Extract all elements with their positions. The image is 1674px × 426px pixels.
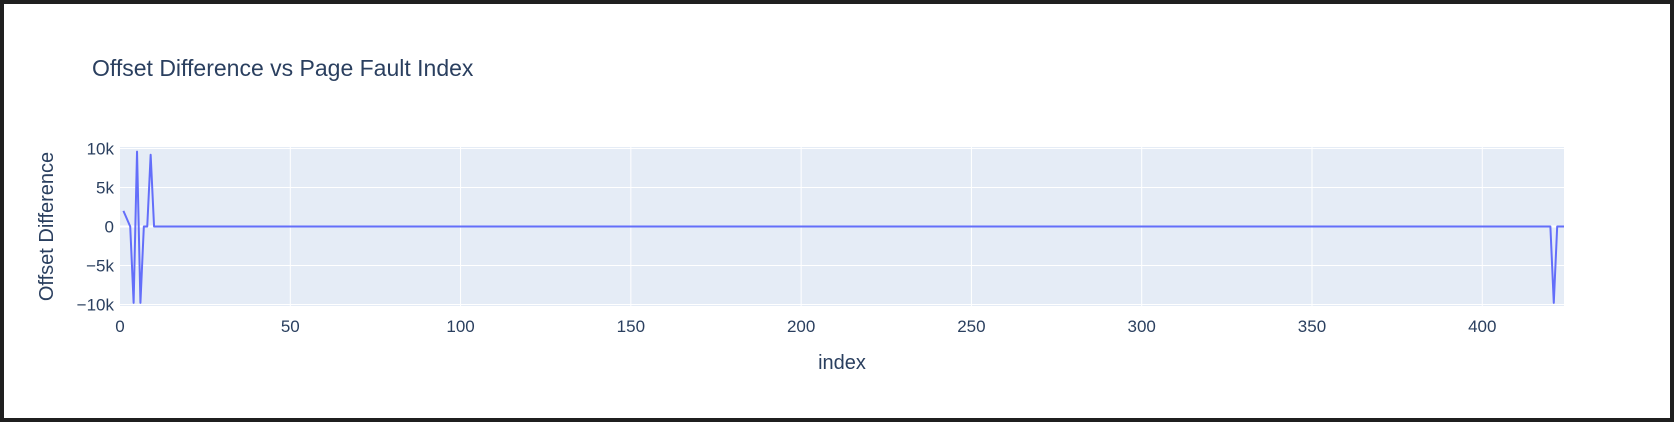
x-tick-label: 400 bbox=[1468, 317, 1496, 336]
y-tick-label: −10k bbox=[77, 295, 115, 314]
x-tick-label: 50 bbox=[281, 317, 300, 336]
x-tick-label: 300 bbox=[1128, 317, 1156, 336]
series-line bbox=[122, 150, 1564, 304]
x-tick-label: 250 bbox=[957, 317, 985, 336]
series-layer bbox=[122, 150, 1564, 304]
y-axis-ticks: 10k 5k 0 −5k −10k bbox=[77, 140, 115, 315]
x-tick-label: 0 bbox=[115, 317, 124, 336]
y-tick-label: 0 bbox=[105, 218, 114, 237]
x-tick-label: 100 bbox=[446, 317, 474, 336]
chart-title: Offset Difference vs Page Fault Index bbox=[92, 55, 474, 81]
x-axis-ticks: 0 50 100 150 200 250 300 350 400 bbox=[115, 317, 1496, 336]
y-tick-label: −5k bbox=[86, 256, 114, 275]
x-tick-label: 150 bbox=[617, 317, 645, 336]
x-tick-label: 200 bbox=[787, 317, 815, 336]
y-axis-label: Offset Difference bbox=[36, 152, 58, 301]
x-axis-label: index bbox=[818, 352, 866, 374]
x-tick-label: 350 bbox=[1298, 317, 1326, 336]
y-tick-label: 10k bbox=[87, 140, 115, 159]
line-chart: Offset Difference vs Page Fault Index 0 5… bbox=[36, 55, 1564, 374]
y-tick-label: 5k bbox=[96, 179, 114, 198]
